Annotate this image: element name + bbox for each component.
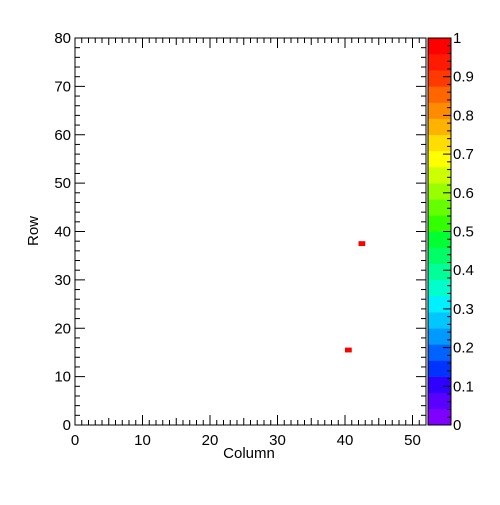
colorbar-segment xyxy=(428,231,451,248)
y-tick-label: 30 xyxy=(54,272,71,289)
colorbar-tick-label: 0 xyxy=(453,417,461,434)
y-tick-label: 60 xyxy=(54,127,71,144)
colorbar-segment xyxy=(428,215,451,232)
ticks-layer: 0 10 20 30 40 50 0 10 20 30 40 50 60 70 80 xyxy=(54,30,427,449)
colorbar-segment xyxy=(428,344,451,361)
colorbar-tick-label: 0.9 xyxy=(453,69,474,86)
colorbar-segment xyxy=(428,392,451,410)
y-axis-title: Row xyxy=(25,216,42,246)
colorbar-tick-label: 0.3 xyxy=(453,301,474,318)
colorbar-segment xyxy=(428,86,451,103)
y-tick-label: 20 xyxy=(54,320,71,337)
colorbar-segment xyxy=(428,70,451,87)
x-tick-label: 40 xyxy=(337,432,354,449)
colorbar-segment xyxy=(428,134,451,152)
plot-frame xyxy=(74,37,427,426)
colorbar-segment xyxy=(428,38,451,55)
colorbar-segment xyxy=(428,408,451,426)
colorbar-tick-label: 0.1 xyxy=(453,378,474,395)
colorbar-tick-label: 0.6 xyxy=(453,185,474,202)
x-tick-label: 20 xyxy=(202,432,219,449)
colorbar-tick-label: 0.7 xyxy=(453,146,474,163)
colorbar-tick-label: 0.2 xyxy=(453,340,474,357)
colorbar-segment xyxy=(428,376,451,394)
cells-layer xyxy=(345,241,366,353)
y-tick-label: 70 xyxy=(54,78,71,95)
colorbar-segment xyxy=(428,328,451,345)
colorbar: 0 0.1 0.2 0.3 0.4 0.5 0.6 0.7 0.8 0.9 1 xyxy=(427,30,474,434)
x-tick-label: 0 xyxy=(71,432,79,449)
colorbar-segment xyxy=(428,360,451,377)
colorbar-tick-label: 0.4 xyxy=(453,262,474,279)
colorbar-segment xyxy=(428,279,451,297)
colorbar-segment xyxy=(428,183,451,200)
y-tick-label: 0 xyxy=(63,417,71,434)
colorbar-tick-label: 0.8 xyxy=(453,107,474,124)
plot-area xyxy=(75,38,426,425)
x-tick-label: 30 xyxy=(269,432,286,449)
colorbar-segment xyxy=(428,102,451,119)
colorbar-segment xyxy=(428,199,451,216)
colorbar-segment xyxy=(428,118,451,136)
colorbar-segment xyxy=(428,150,451,168)
colorbar-tick-label: 1 xyxy=(453,30,461,47)
y-tick-label: 40 xyxy=(54,224,71,241)
y-tick-label: 80 xyxy=(54,30,71,47)
x-tick-label: 10 xyxy=(134,432,151,449)
colorbar-segment xyxy=(428,167,451,184)
x-axis-title: Column xyxy=(223,445,275,462)
colorbar-segment xyxy=(428,263,451,281)
heatmap-cell xyxy=(358,241,366,247)
heatmap-cell xyxy=(345,347,352,353)
colorbar-segment xyxy=(428,296,451,313)
x-tick-label: 50 xyxy=(404,432,421,449)
y-tick-label: 50 xyxy=(54,175,71,192)
colorbar-segment xyxy=(428,312,451,329)
y-tick-label: 10 xyxy=(54,369,71,386)
colorbar-tick-label: 0.5 xyxy=(453,224,474,241)
colorbar-segment xyxy=(428,247,451,265)
colorbar-segment xyxy=(428,54,451,71)
